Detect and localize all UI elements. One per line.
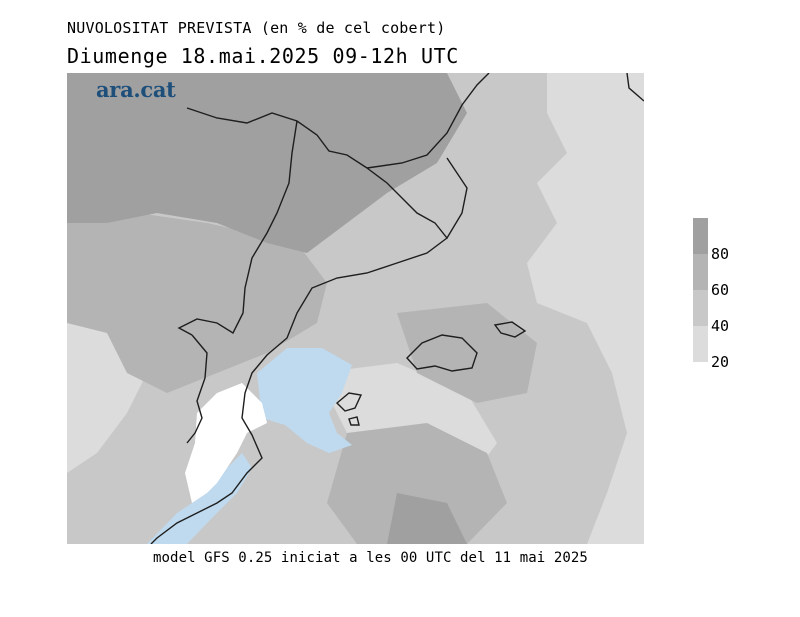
legend-label-60: 60 — [711, 281, 730, 299]
cloud-band-dark-north — [67, 73, 467, 253]
cloud-cover-map — [67, 73, 644, 544]
map-title: NUVOLOSITAT PREVISTA (en % de cel cobert… — [67, 19, 446, 37]
coastline — [150, 73, 644, 544]
forecast-date: Diumenge 18.mai.2025 09-12h UTC — [67, 44, 459, 68]
legend-label-40: 40 — [711, 317, 730, 335]
cloud-band-medium-south — [327, 423, 507, 544]
model-info: model GFS 0.25 iniciat a les 00 UTC del … — [153, 550, 588, 566]
legend-label-20: 20 — [711, 353, 730, 371]
legend-swatch-80-plus — [693, 218, 708, 254]
cloud-band-light-east — [527, 73, 644, 544]
legend-swatch-40-60 — [693, 290, 708, 326]
cloud-band-medium — [67, 193, 327, 393]
clear-sky-area — [185, 383, 267, 503]
brand-logo: ara.cat — [96, 77, 176, 102]
cloud-band-clearish-sea — [257, 348, 352, 453]
cloud-band-clearish-coast — [147, 453, 252, 544]
legend-label-80: 80 — [711, 245, 730, 263]
legend-swatch-60-80 — [693, 254, 708, 290]
cloud-band-dark-southeast — [387, 493, 467, 544]
legend-swatch-20-40 — [693, 326, 708, 362]
cloud-band-medium-islands — [397, 303, 537, 403]
